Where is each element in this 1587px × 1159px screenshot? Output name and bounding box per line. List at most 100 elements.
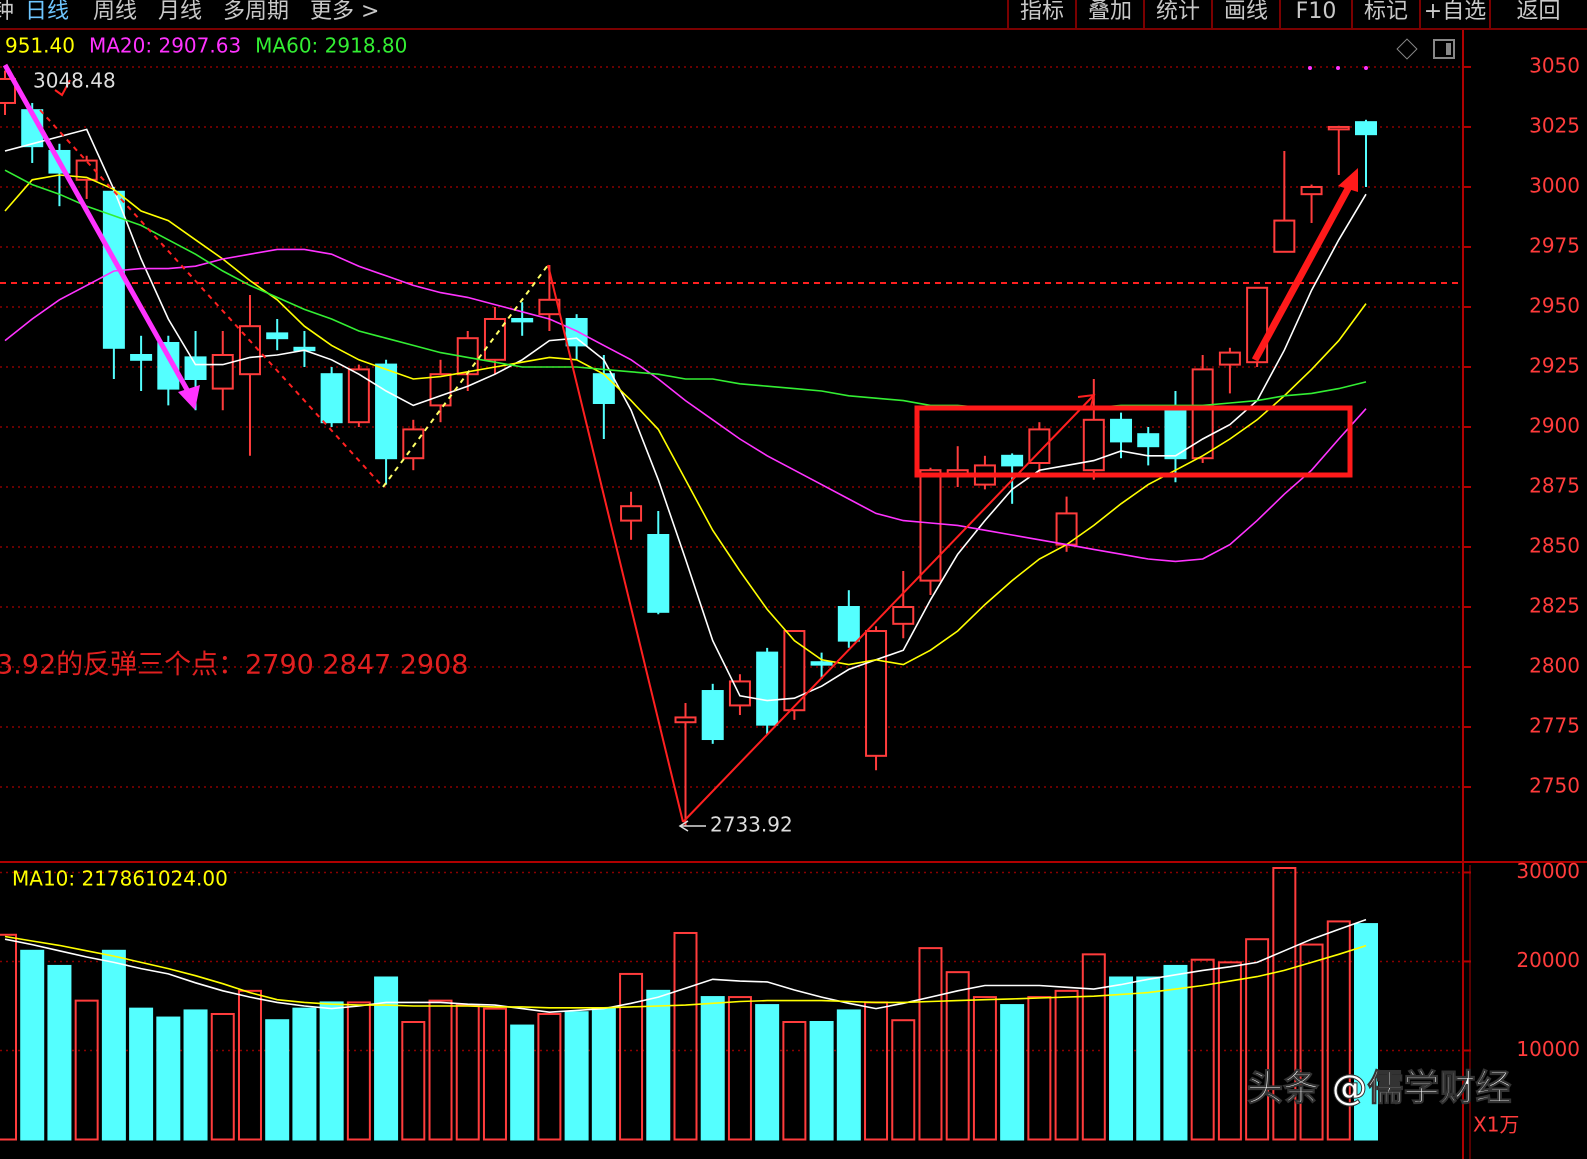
volume-bar	[510, 1024, 535, 1141]
unit-label: X1万	[1473, 1113, 1519, 1137]
trend-line	[682, 394, 1095, 823]
toolbar-button[interactable]: 返回	[1516, 0, 1560, 24]
y-tick-label: 10000	[1516, 1037, 1580, 1061]
volume-bar	[1163, 964, 1188, 1141]
y-tick-label: 3025	[1529, 113, 1580, 137]
volume-bar	[1354, 923, 1378, 1141]
dot	[1364, 66, 1368, 70]
ma-line	[4, 248, 1367, 563]
icon	[1446, 43, 1451, 55]
y-tick-label: 2875	[1529, 474, 1580, 498]
tab[interactable]: 钟	[0, 0, 14, 24]
candle-body	[483, 317, 506, 361]
volume-bar	[809, 1020, 834, 1141]
legend-item: 951.40	[5, 34, 75, 58]
tab[interactable]: 月线	[158, 0, 202, 24]
candle-body	[538, 298, 561, 316]
candle-body	[919, 469, 942, 582]
plot	[0, 66, 1463, 1141]
toolbar-button[interactable]: +自选	[1424, 0, 1486, 24]
toolbar-button[interactable]: 指标	[1020, 0, 1064, 24]
tab[interactable]: 多周期	[223, 0, 289, 24]
tab[interactable]: 更多 >	[310, 0, 379, 24]
volume-bar	[0, 933, 17, 1141]
drawings	[2, 38, 1455, 832]
legend-item: MA20: 2907.63	[89, 34, 241, 58]
volume-bar	[591, 1007, 616, 1141]
toolbar-button[interactable]: 画线	[1224, 0, 1268, 24]
volume-bar	[891, 1019, 916, 1141]
volume-bar	[237, 989, 262, 1141]
candle-body	[130, 353, 153, 361]
volume-bar	[1217, 961, 1242, 1141]
candle-body	[1028, 428, 1051, 465]
ma-line	[4, 935, 1367, 1009]
y-tick-label: 2825	[1529, 594, 1580, 618]
volume-bar	[346, 1001, 371, 1141]
highlight-box	[914, 405, 1353, 478]
candle-body	[647, 534, 670, 613]
dot	[1308, 66, 1312, 70]
candle-body	[1191, 368, 1214, 460]
volume-bar	[1272, 867, 1297, 1141]
pointer-arrow	[678, 820, 689, 832]
candle-body	[810, 661, 833, 666]
annotation-note: 3.92的反弹三个点：2790 2847 2908	[0, 650, 468, 681]
icon[interactable]	[1396, 38, 1418, 60]
trend-line	[382, 264, 549, 488]
volume-bar	[1245, 938, 1270, 1141]
arrow-head	[1077, 393, 1096, 411]
toolbar-button[interactable]: 叠加	[1088, 0, 1132, 24]
arrow	[1251, 183, 1354, 362]
candle-body	[347, 368, 370, 424]
toolbar-button[interactable]: F10	[1296, 0, 1337, 24]
tab[interactable]: 日线	[25, 0, 69, 24]
candle-body	[701, 690, 724, 741]
volume-bar	[129, 1007, 154, 1141]
toolbar-button[interactable]: 标记	[1364, 0, 1408, 24]
volume-bar	[401, 1020, 426, 1141]
volume-bar	[210, 1012, 235, 1141]
y-tick-label: 2975	[1529, 233, 1580, 257]
arrow-head	[178, 385, 200, 410]
y-tick-label: 3000	[1529, 173, 1580, 197]
candle-body	[592, 373, 615, 404]
volume-bar	[1299, 943, 1324, 1141]
candle-body	[211, 353, 234, 390]
candle-body	[837, 606, 860, 642]
candle-body	[1110, 418, 1133, 443]
volume-bar	[319, 1001, 344, 1141]
arrow	[54, 79, 71, 97]
candle-body	[75, 159, 98, 181]
volume-bar	[755, 1004, 780, 1141]
volume-bar	[428, 999, 453, 1141]
candle-body	[320, 373, 343, 424]
candle-body	[1273, 219, 1296, 253]
volume-bar	[265, 1019, 290, 1141]
candle-body	[1300, 185, 1323, 196]
icon[interactable]	[1433, 39, 1455, 59]
volume-bar	[727, 996, 752, 1141]
volume-bar	[156, 1016, 181, 1141]
toolbar-button[interactable]: 统计	[1156, 0, 1200, 24]
volume-bar	[1000, 1004, 1025, 1141]
candle-body	[429, 373, 452, 407]
volume-bar	[101, 949, 126, 1141]
y-tick-label: 2925	[1529, 353, 1580, 377]
volume-bar	[782, 1020, 807, 1141]
candle-body	[238, 325, 261, 376]
ma-line	[4, 169, 1367, 409]
y-tick-label: 20000	[1516, 948, 1580, 972]
tab[interactable]: 周线	[93, 0, 137, 24]
arrow	[2, 63, 193, 397]
candle-body	[783, 630, 806, 712]
volume-bar	[1109, 976, 1134, 1141]
candle-body	[865, 630, 888, 757]
y-tick-label: 2900	[1529, 413, 1580, 437]
y-tick-label: 2850	[1529, 534, 1580, 558]
ma-line	[4, 918, 1367, 1014]
volume-bar	[945, 971, 970, 1141]
volume-bar	[1027, 996, 1052, 1141]
candle-body	[1327, 125, 1350, 131]
ma-line	[4, 128, 1367, 702]
